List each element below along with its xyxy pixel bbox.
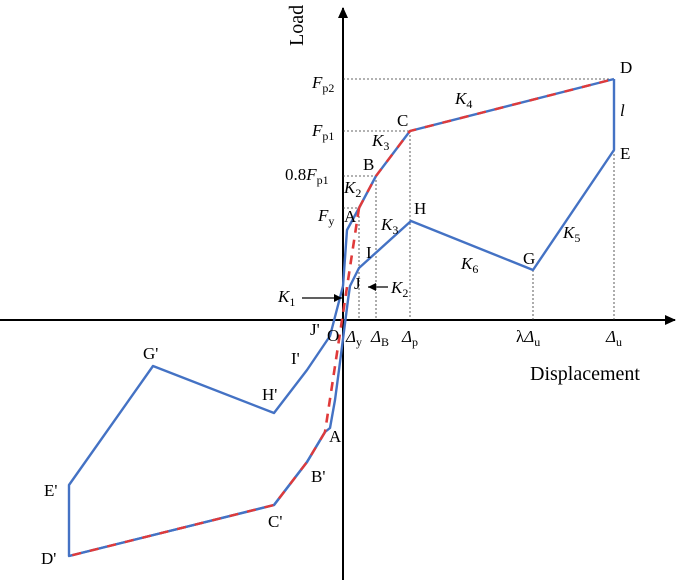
tick-dy: Δy bbox=[345, 327, 362, 349]
point-h: H bbox=[414, 199, 426, 218]
origin-label: O bbox=[327, 326, 339, 345]
tick-08fp1: 0.8Fp1 bbox=[285, 165, 329, 187]
point-e-prime: E' bbox=[44, 481, 57, 500]
point-e: E bbox=[620, 144, 630, 163]
label-k6: K6 bbox=[460, 254, 478, 276]
x-axis-title: Displacement bbox=[530, 363, 640, 385]
skeleton-curve-neg-base bbox=[68, 431, 327, 558]
skeleton-curve-dash bbox=[357, 77, 615, 209]
skeleton-curve-base bbox=[357, 77, 615, 209]
point-j-prime: J' bbox=[310, 320, 320, 339]
point-i: I bbox=[366, 243, 372, 262]
tick-db: ΔB bbox=[370, 327, 389, 349]
point-b-prime: B' bbox=[311, 467, 325, 486]
point-i-prime: I' bbox=[291, 349, 300, 368]
label-k2-reload: K2 bbox=[390, 278, 408, 300]
y-axis-title: Load bbox=[286, 5, 308, 46]
point-d: D bbox=[620, 58, 632, 77]
point-c: C bbox=[397, 111, 408, 130]
tick-ldu: λΔu bbox=[516, 327, 540, 349]
point-g-prime: G' bbox=[143, 344, 158, 363]
point-j: J bbox=[354, 274, 361, 293]
tick-du: Δu bbox=[605, 327, 622, 349]
label-k1: K1 bbox=[277, 287, 295, 309]
elastic-branch bbox=[323, 207, 361, 433]
point-b: B bbox=[363, 155, 374, 174]
skeleton-curve-neg-dash bbox=[68, 431, 327, 558]
label-k3-skeleton: K3 bbox=[371, 131, 389, 153]
tick-fp1: Fp1 bbox=[311, 121, 334, 143]
point-d-prime: D' bbox=[41, 549, 56, 568]
point-g: G bbox=[523, 249, 535, 268]
point-h-prime: H' bbox=[262, 385, 277, 404]
point-a-prime: A' bbox=[329, 427, 344, 446]
tick-fp2: Fp2 bbox=[311, 73, 334, 95]
point-a: A bbox=[344, 207, 357, 226]
label-k2-skeleton: K2 bbox=[343, 178, 361, 200]
tick-fy: Fy bbox=[317, 206, 334, 228]
label-k4: K4 bbox=[454, 89, 472, 111]
point-c-prime: C' bbox=[268, 512, 282, 531]
label-l: l bbox=[620, 101, 625, 120]
guide-lines bbox=[343, 78, 615, 320]
hysteresis-loop bbox=[67, 79, 616, 558]
label-k3-unload: K3 bbox=[380, 215, 398, 237]
label-k5: K5 bbox=[562, 223, 580, 245]
tick-dp: Δp bbox=[401, 327, 418, 349]
